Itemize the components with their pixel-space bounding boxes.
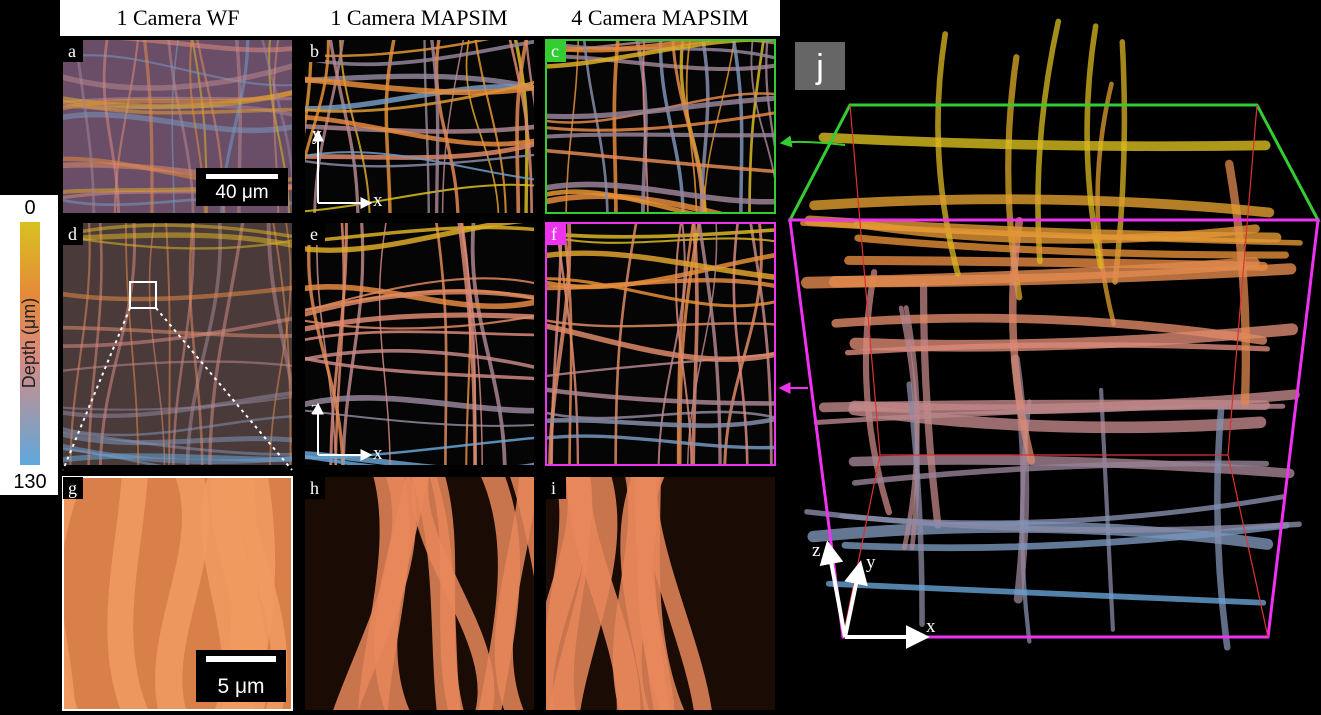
- image-panel: [295, 213, 544, 475]
- colorbar-bottom: 130: [13, 471, 46, 493]
- axis-label: z: [812, 540, 820, 561]
- image-panel: [536, 213, 785, 475]
- colorbar-top: 0: [24, 197, 35, 219]
- panels: a b c d e f g h i: [47, 25, 785, 715]
- scale-bar: [206, 174, 278, 179]
- panel-label: i: [551, 478, 556, 498]
- scale-bar: [206, 656, 276, 662]
- scale-bar-label: 40 μm: [215, 182, 268, 203]
- column-title: 4 Camera MAPSIM: [571, 5, 748, 30]
- figure: 1 Camera WF 1 Camera MAPSIM 4 Camera MAP…: [0, 0, 1321, 715]
- panel-label: b: [310, 41, 319, 61]
- axis-label: x: [373, 190, 383, 211]
- image-panel: [53, 213, 302, 480]
- panel-label: j: [815, 48, 824, 86]
- column-title: 1 Camera WF: [116, 5, 239, 30]
- image-panel: [540, 467, 775, 715]
- panel-label: e: [310, 224, 318, 244]
- image-panel: [295, 25, 546, 223]
- colorbar-title: Depth (μm): [19, 298, 39, 388]
- panel-label: a: [68, 41, 76, 61]
- panel-label: g: [68, 478, 77, 498]
- scale-bar-label: 5 μm: [217, 675, 264, 698]
- axis-label: x: [926, 616, 936, 637]
- axis-label: y: [866, 552, 876, 573]
- panel-label: c: [551, 41, 559, 61]
- image-panel: [536, 26, 785, 231]
- axis-label: x: [373, 443, 383, 464]
- axis-label: y: [312, 124, 322, 145]
- panel-label: h: [310, 478, 319, 498]
- axis-label: z: [311, 398, 319, 419]
- panel-label: d: [68, 224, 77, 244]
- panel-label: f: [551, 224, 557, 244]
- column-title: 1 Camera MAPSIM: [330, 5, 507, 30]
